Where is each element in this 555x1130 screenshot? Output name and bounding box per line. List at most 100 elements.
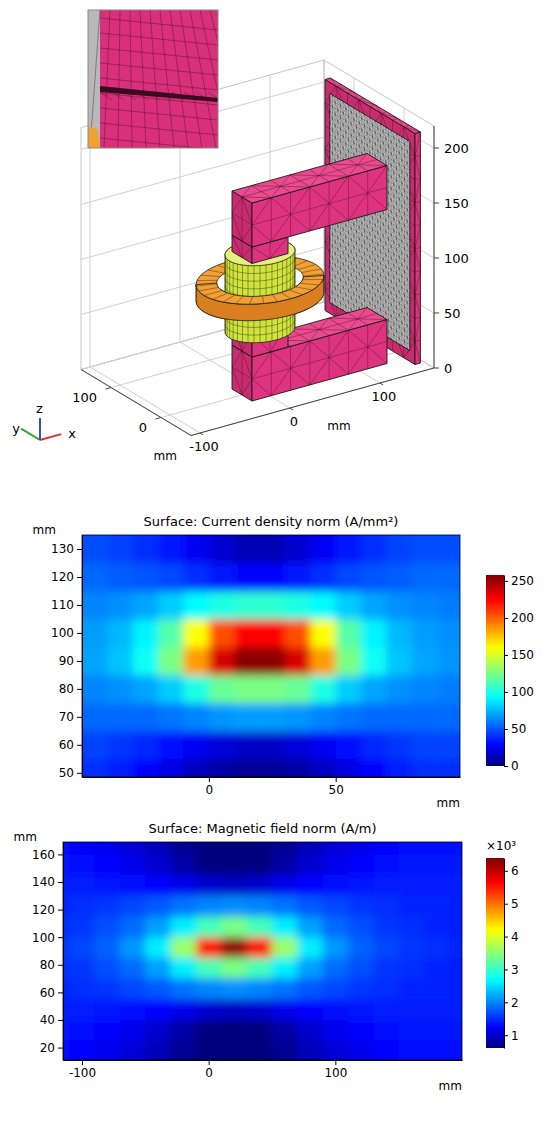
y-tick: 140 bbox=[32, 875, 63, 889]
cell bbox=[310, 563, 336, 592]
cell bbox=[183, 619, 209, 648]
y-tick-label: 90 bbox=[59, 654, 74, 668]
color-tick: 250 bbox=[504, 574, 534, 588]
cell bbox=[297, 874, 323, 895]
colorbar-title: ×10³ bbox=[486, 839, 516, 853]
x-axis-unit: mm bbox=[439, 1079, 462, 1093]
cell bbox=[82, 563, 108, 592]
cell bbox=[158, 563, 184, 592]
cell bbox=[234, 535, 260, 564]
cell bbox=[260, 703, 286, 732]
cell bbox=[373, 895, 399, 916]
cell bbox=[412, 619, 438, 648]
color-tick-mark bbox=[504, 871, 508, 872]
cell bbox=[209, 675, 235, 704]
cell bbox=[171, 978, 197, 999]
cell bbox=[107, 759, 133, 777]
cell bbox=[95, 842, 121, 854]
cell bbox=[95, 1040, 121, 1060]
cell bbox=[348, 854, 374, 875]
cell bbox=[145, 854, 171, 875]
cell bbox=[297, 895, 323, 916]
cell bbox=[285, 647, 311, 676]
x-tick-label: 0 bbox=[290, 414, 298, 429]
cell bbox=[234, 703, 260, 732]
y-tick-mark bbox=[58, 1020, 63, 1021]
cell bbox=[82, 647, 108, 676]
cell bbox=[323, 937, 349, 958]
cell bbox=[323, 999, 349, 1020]
y-axis-unit: mm bbox=[154, 449, 177, 463]
x-tick-label: 100 bbox=[372, 389, 397, 404]
x-tick-mark bbox=[82, 1060, 83, 1065]
color-tick-label: 6 bbox=[511, 864, 519, 878]
cells bbox=[82, 535, 460, 777]
cell bbox=[82, 759, 108, 777]
cell bbox=[221, 957, 247, 978]
cell bbox=[336, 647, 362, 676]
cell bbox=[260, 759, 286, 777]
color-tick-mark bbox=[504, 904, 508, 905]
y-tick-mark bbox=[58, 882, 63, 883]
cell bbox=[247, 874, 273, 895]
cell bbox=[221, 1040, 247, 1060]
colorbar bbox=[486, 575, 504, 766]
triad-arrow bbox=[40, 434, 61, 440]
cell bbox=[285, 703, 311, 732]
cell bbox=[69, 999, 95, 1020]
cell bbox=[209, 619, 235, 648]
cell bbox=[145, 1040, 171, 1060]
core-top-arm bbox=[232, 154, 387, 204]
cell bbox=[285, 591, 311, 620]
cell bbox=[133, 703, 159, 732]
cell bbox=[285, 619, 311, 648]
y-axis: 20406080100120140160 bbox=[32, 843, 63, 1061]
cell bbox=[209, 703, 235, 732]
cell bbox=[336, 619, 362, 648]
cell bbox=[336, 535, 362, 564]
cell bbox=[348, 999, 374, 1020]
cell bbox=[82, 591, 108, 620]
cell bbox=[209, 731, 235, 760]
cell bbox=[171, 916, 197, 937]
y-tick: 120 bbox=[51, 570, 82, 584]
x-tick-label: 0 bbox=[205, 1066, 213, 1080]
cell bbox=[272, 1019, 298, 1040]
cell bbox=[158, 675, 184, 704]
cell bbox=[196, 999, 222, 1020]
cell bbox=[260, 535, 286, 564]
cell bbox=[196, 1019, 222, 1040]
cell bbox=[272, 874, 298, 895]
cell bbox=[449, 895, 462, 916]
cell bbox=[272, 978, 298, 999]
cell bbox=[348, 978, 374, 999]
cell bbox=[120, 978, 146, 999]
y-tick: 110 bbox=[51, 598, 82, 612]
y-tick-mark bbox=[77, 745, 82, 746]
cell bbox=[120, 1040, 146, 1060]
cell bbox=[373, 1019, 399, 1040]
cell bbox=[247, 854, 273, 875]
cell bbox=[209, 591, 235, 620]
cell bbox=[386, 647, 412, 676]
cell bbox=[171, 854, 197, 875]
x-tick-mark bbox=[380, 383, 383, 385]
cell bbox=[272, 854, 298, 875]
cell bbox=[69, 957, 95, 978]
cell bbox=[69, 978, 95, 999]
y-tick: 40 bbox=[40, 1013, 63, 1027]
cell bbox=[234, 731, 260, 760]
color-tick-label: 5 bbox=[511, 897, 519, 911]
heatmap-panel: -100010020406080100120140160Surface: Mag… bbox=[14, 817, 519, 1093]
y-tick: 60 bbox=[40, 986, 63, 1000]
x-tick: 0 bbox=[206, 777, 214, 797]
color-tick-label: 150 bbox=[511, 648, 534, 662]
cell bbox=[272, 916, 298, 937]
color-tick: 50 bbox=[504, 722, 526, 736]
y-tick-mark bbox=[58, 1048, 63, 1049]
cell bbox=[209, 563, 235, 592]
cell bbox=[183, 731, 209, 760]
cell bbox=[449, 854, 462, 875]
cell bbox=[310, 535, 336, 564]
cell bbox=[95, 999, 121, 1020]
